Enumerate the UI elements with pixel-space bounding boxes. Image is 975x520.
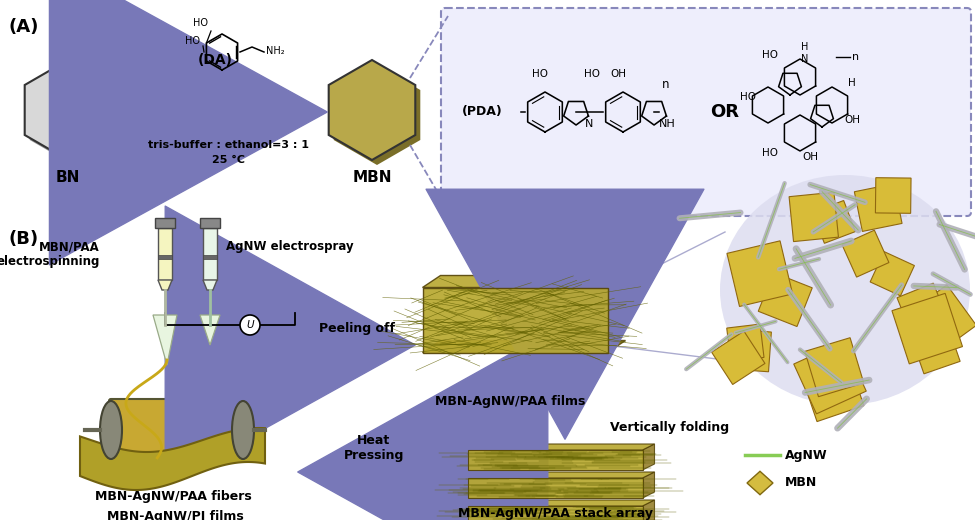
Text: OH: OH xyxy=(802,152,818,162)
Polygon shape xyxy=(643,500,654,520)
Ellipse shape xyxy=(720,175,970,405)
Text: MBN: MBN xyxy=(785,476,817,489)
Text: n: n xyxy=(852,52,859,62)
Circle shape xyxy=(240,315,260,335)
Text: Peeling off: Peeling off xyxy=(319,322,395,335)
Text: MBN-AgNW/PAA fibers: MBN-AgNW/PAA fibers xyxy=(95,490,252,503)
Text: NH: NH xyxy=(659,119,676,129)
Text: Vertically folding: Vertically folding xyxy=(610,422,729,435)
Polygon shape xyxy=(333,65,420,165)
Polygon shape xyxy=(912,325,960,374)
FancyBboxPatch shape xyxy=(158,255,172,259)
Text: AgNW electrospray: AgNW electrospray xyxy=(226,240,354,253)
Text: MBN/PAA
electrospinning: MBN/PAA electrospinning xyxy=(0,240,100,268)
Polygon shape xyxy=(467,506,643,520)
Text: (DA): (DA) xyxy=(198,53,232,67)
Text: N: N xyxy=(585,119,593,129)
Text: H: H xyxy=(848,78,856,88)
Text: Heat
Pressing: Heat Pressing xyxy=(344,434,405,462)
Polygon shape xyxy=(80,428,265,490)
Polygon shape xyxy=(203,280,217,290)
Polygon shape xyxy=(153,315,177,365)
Polygon shape xyxy=(727,241,793,306)
Polygon shape xyxy=(29,65,116,165)
Polygon shape xyxy=(422,288,607,353)
Polygon shape xyxy=(643,472,654,498)
Polygon shape xyxy=(467,472,654,478)
Polygon shape xyxy=(907,285,975,355)
FancyBboxPatch shape xyxy=(200,218,220,228)
Polygon shape xyxy=(801,359,864,422)
Text: 25 °C: 25 °C xyxy=(212,155,245,165)
Text: BN: BN xyxy=(56,170,80,185)
Text: HO: HO xyxy=(193,18,208,28)
Polygon shape xyxy=(812,201,855,243)
Polygon shape xyxy=(726,324,764,361)
Text: NH₂: NH₂ xyxy=(266,46,285,56)
Polygon shape xyxy=(329,60,415,160)
FancyBboxPatch shape xyxy=(203,228,217,280)
Polygon shape xyxy=(467,450,643,470)
FancyBboxPatch shape xyxy=(158,228,172,280)
Text: MBN-AgNW/PI films: MBN-AgNW/PI films xyxy=(106,510,244,520)
FancyBboxPatch shape xyxy=(203,255,217,259)
Polygon shape xyxy=(728,329,771,372)
Polygon shape xyxy=(876,178,911,213)
Text: (PDA): (PDA) xyxy=(462,106,503,119)
Polygon shape xyxy=(892,293,962,364)
Polygon shape xyxy=(467,500,654,506)
Text: tris-buffer : ethanol=3 : 1: tris-buffer : ethanol=3 : 1 xyxy=(147,140,308,150)
Text: HO: HO xyxy=(532,69,548,79)
Polygon shape xyxy=(467,478,643,498)
Polygon shape xyxy=(854,184,902,231)
Text: OR: OR xyxy=(711,103,739,121)
Text: AgNW: AgNW xyxy=(785,448,828,462)
Text: HO: HO xyxy=(762,148,778,158)
Text: H
N: H N xyxy=(801,42,808,64)
Text: OH: OH xyxy=(610,69,626,79)
Text: MBN-AgNW/PAA stack array: MBN-AgNW/PAA stack array xyxy=(457,507,652,520)
Polygon shape xyxy=(794,341,866,414)
Polygon shape xyxy=(24,60,111,160)
Text: (A): (A) xyxy=(8,18,38,36)
Text: HO: HO xyxy=(762,50,778,60)
Polygon shape xyxy=(747,471,773,495)
FancyBboxPatch shape xyxy=(441,8,971,216)
FancyBboxPatch shape xyxy=(109,399,245,461)
Text: HO: HO xyxy=(584,69,600,79)
Ellipse shape xyxy=(100,401,122,459)
Polygon shape xyxy=(712,331,765,384)
Polygon shape xyxy=(200,315,220,345)
Text: MBN: MBN xyxy=(352,170,392,185)
Text: OH: OH xyxy=(844,115,860,125)
Polygon shape xyxy=(422,276,626,288)
Polygon shape xyxy=(897,283,948,334)
Polygon shape xyxy=(643,444,654,470)
Polygon shape xyxy=(158,280,172,290)
Polygon shape xyxy=(422,341,626,353)
Polygon shape xyxy=(759,272,812,327)
FancyBboxPatch shape xyxy=(155,218,175,228)
Ellipse shape xyxy=(232,401,254,459)
Text: HO: HO xyxy=(740,92,756,102)
Text: U: U xyxy=(246,320,254,330)
Polygon shape xyxy=(804,337,864,397)
Polygon shape xyxy=(467,444,654,450)
Polygon shape xyxy=(870,252,915,296)
Text: (B): (B) xyxy=(8,230,38,248)
Text: n: n xyxy=(662,77,670,90)
Text: MBN-AgNW/PAA films: MBN-AgNW/PAA films xyxy=(435,395,585,408)
Text: HO: HO xyxy=(185,36,200,46)
Polygon shape xyxy=(842,230,889,277)
Polygon shape xyxy=(789,192,838,242)
